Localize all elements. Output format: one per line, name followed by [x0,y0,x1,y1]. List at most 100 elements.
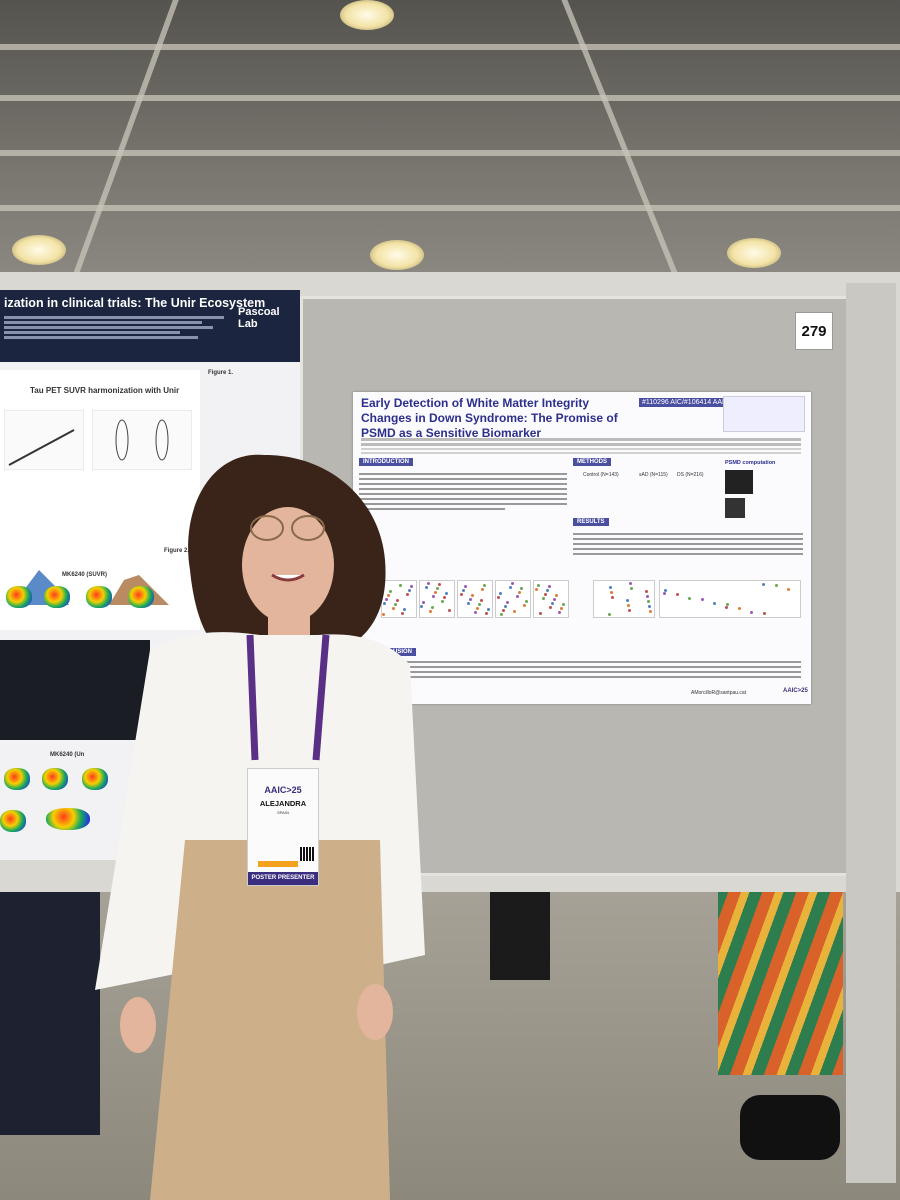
scatter-point [506,601,509,604]
scatter-point [555,594,558,597]
scatter-point [688,597,691,600]
ceiling-light [370,240,424,270]
scatter-point [469,598,472,601]
scatter-point [500,613,503,616]
scatter-point [610,591,613,594]
name-badge: AAIC>25 ALEJANDRA SPAIN POSTER PRESENTER [247,768,319,886]
scatter-point [664,589,667,592]
scatter-point [441,600,444,603]
scatter-point [383,602,386,605]
scatter-point [431,606,434,609]
figure2-caption: Figure 2. [164,548,189,554]
scatter-point [487,608,490,611]
ceiling-beam [0,205,900,211]
scatter-point [509,586,512,589]
scatter-point [425,586,428,589]
institution-logos [723,396,805,432]
scatter-point [462,589,465,592]
scatter-point [608,613,611,616]
badge-ribbon [258,861,298,867]
scatter-point [628,609,631,612]
scatter-point [725,606,728,609]
scatter-point [649,610,652,613]
scatter-point [448,609,451,612]
left-hand [120,997,156,1053]
scatter-point [676,593,679,596]
board-number-card: 279 [795,312,833,350]
cohort-ds: DS (N=216) [677,472,704,478]
scatter-point [558,611,561,614]
badge-name: ALEJANDRA [259,799,307,808]
scatter-point [646,595,649,598]
scatter-point [542,597,545,600]
cohort-control: Control (N=143) [583,472,619,478]
scatter-point [645,590,648,593]
author-list [361,436,801,456]
conclusion-text [381,658,801,681]
scatter-point [763,612,766,615]
beige-trousers [150,840,390,1200]
scatter-point [478,603,481,606]
introduction-text [359,470,567,513]
mri-thumbnail [725,470,753,494]
scatter-point [497,596,500,599]
ceiling [0,0,900,290]
scatter-point [382,613,385,616]
scatter-point [626,599,629,602]
mri-thumbnail [725,498,745,518]
scatter-point [436,587,439,590]
scatter-point [467,602,470,605]
section-introduction: INTRODUCTION [359,458,413,466]
scatter-plot [533,580,569,618]
lanyard [246,634,330,761]
psmd-header: PSMD computation [725,460,776,466]
strip-plot [659,580,801,618]
scatter-point [511,582,514,585]
figure1-caption: Figure 1. [208,370,298,530]
scatter-point [750,611,753,614]
scatter-point [629,582,632,585]
scatter-point [762,583,765,586]
scatter-point [553,598,556,601]
background-person-skirt [718,885,843,1075]
brain-scan-image [86,586,112,608]
scatter-point [713,602,716,605]
scatter-point [420,605,423,608]
scatter-point [406,593,409,596]
scatter-point [476,607,479,610]
qr-code-icon [300,847,314,861]
scatter-point [410,585,413,588]
brain-scan-image [44,586,70,608]
brain-scan-image [6,586,32,608]
scatter-point [394,603,397,606]
scatter-point [539,612,542,615]
ceiling-light [12,235,66,265]
scatter-point [403,608,406,611]
scatter-point [499,592,502,595]
section-results: RESULTS [573,518,609,526]
badge-role: POSTER PRESENTER [248,872,318,885]
scatter-point [387,594,390,597]
scatter-point [562,603,565,606]
badge-country: SPAIN [277,810,289,815]
left-poster-header: ization in clinical trials: The Unir Eco… [0,290,300,362]
scatter-point [408,589,411,592]
background-person-legs [490,880,550,980]
scatter-point [422,601,425,604]
cohort-sad: sAD (N=115) [639,472,668,478]
figure2-label: Figure 2. [164,548,190,554]
scatter-point [546,589,549,592]
scatter-point [663,592,666,595]
scatter-plot [495,580,531,618]
scatter-point [726,603,729,606]
scatter-point [399,584,402,587]
right-hand [357,984,393,1040]
scatter-point [471,594,474,597]
section-methods: METHODS [573,458,611,466]
face [242,507,334,623]
scatter-point [481,588,484,591]
aaic-footer-logo: AAIC>25 [783,688,808,694]
scatter-point [611,596,614,599]
scatter-point [389,590,392,593]
badge-conference-logo: AAIC>25 [264,785,302,795]
